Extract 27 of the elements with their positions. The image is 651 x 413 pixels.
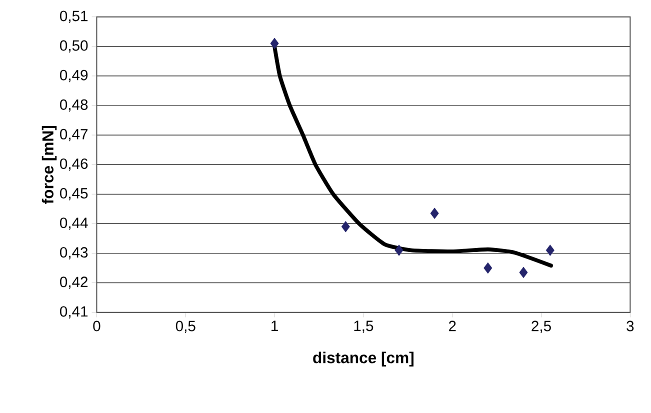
x-tick-label: 2 (448, 320, 456, 331)
x-tick-label: 3 (626, 320, 634, 332)
x-tick-label: 2,5 (532, 320, 551, 333)
point (270, 38, 279, 49)
y-tick-label: 0,47 (60, 128, 88, 141)
y-axis-title: force [mN] (42, 126, 57, 204)
x-tick-label: 1 (272, 320, 278, 331)
y-tick-label: 0,50 (60, 40, 88, 52)
point (394, 244, 404, 256)
y-tick-label: 0,42 (60, 276, 88, 289)
y-tick-label: 0,45 (60, 188, 88, 200)
y-tick-label: 0,41 (60, 306, 88, 318)
point (430, 207, 439, 219)
x-tick-label: 1,5 (354, 320, 374, 333)
x-axis-title: distance [cm] (313, 351, 414, 366)
point (341, 220, 350, 232)
x-tick-label: 0,5 (176, 320, 196, 333)
y-tick-label: 0,44 (60, 217, 88, 230)
y-tick-label: 0,48 (60, 99, 88, 112)
y-tick-label: 0,46 (60, 158, 88, 170)
y-tick-label: 0,43 (60, 246, 88, 260)
x-tick-label: 0 (93, 320, 100, 332)
point (484, 262, 492, 274)
point (519, 266, 528, 278)
point (546, 244, 554, 256)
y-tick-label: 0,49 (60, 70, 88, 82)
y-tick-label: 0,51 (60, 10, 88, 23)
